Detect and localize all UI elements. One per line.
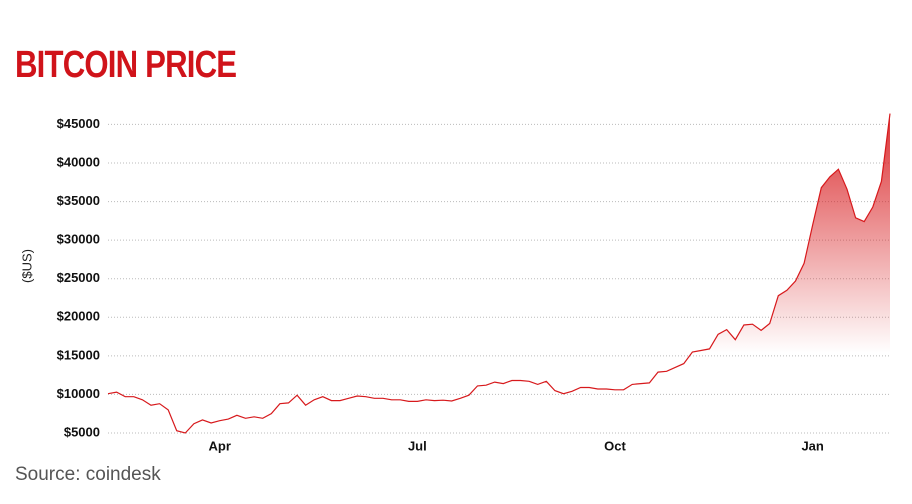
y-tick-label: $5000 (64, 424, 100, 439)
source: Source: coindesk (15, 464, 161, 485)
x-tick-label: Oct (604, 438, 626, 453)
chart-title: BITCOIN PRICE (15, 44, 236, 86)
x-tick-label: Apr (209, 438, 231, 453)
x-tick-label: Jul (408, 438, 427, 453)
y-tick-label: $20000 (57, 309, 100, 324)
y-tick-label: $10000 (57, 386, 100, 401)
area (108, 113, 890, 433)
y-tick-label: $25000 (57, 270, 100, 285)
y-tick-label: $35000 (57, 193, 100, 208)
y-tick-label: $45000 (57, 116, 100, 131)
line (107, 113, 891, 434)
x-tick-label: Jan (801, 438, 823, 453)
y-tick-label: $30000 (57, 232, 100, 247)
y-tick-label: $40000 (57, 154, 100, 169)
y-axis-label: ($US) (19, 249, 34, 283)
y-tick-label: $15000 (57, 347, 100, 362)
